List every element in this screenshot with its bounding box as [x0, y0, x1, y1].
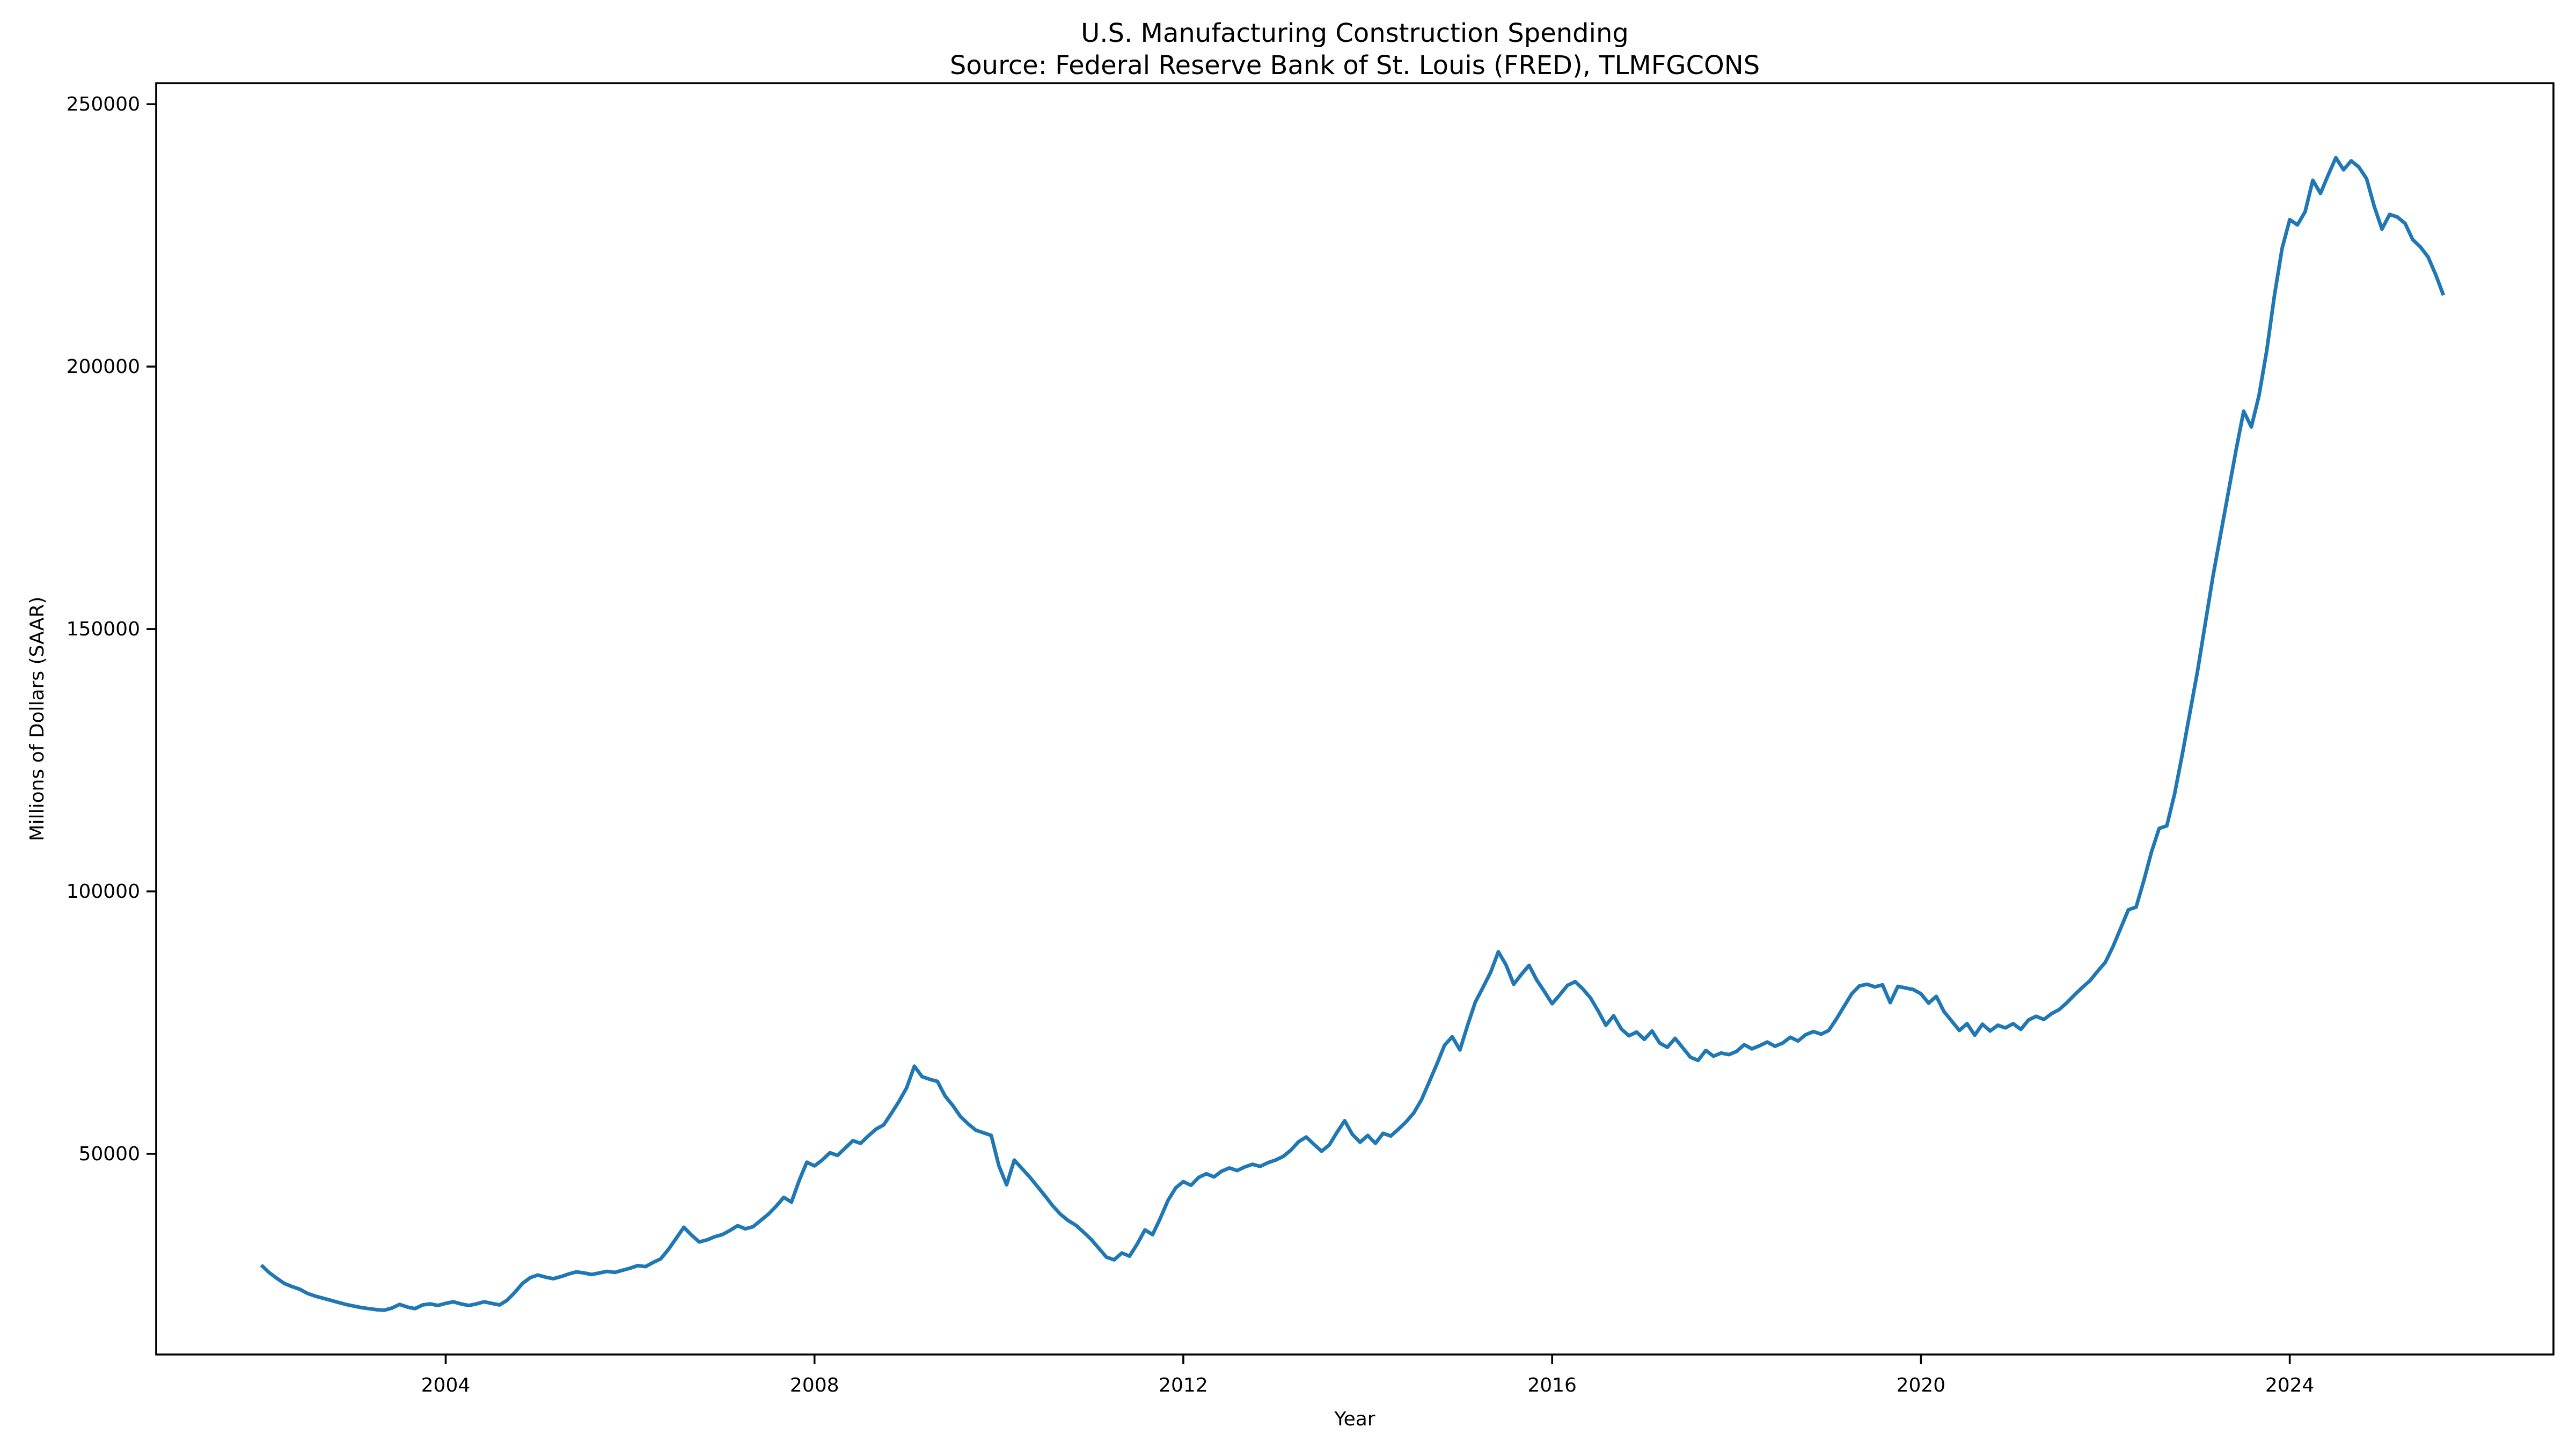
x-axis-ticks: 2004 2008 2012 2016 2020 2024 — [421, 1354, 2315, 1396]
x-axis-label: Year — [1334, 1408, 1375, 1430]
y-tick-label: 100000 — [67, 881, 140, 903]
x-tick-label: 2004 — [421, 1374, 471, 1396]
y-tick-label: 250000 — [67, 93, 140, 115]
x-tick-label: 2024 — [2265, 1374, 2315, 1396]
x-tick-label: 2012 — [1159, 1374, 1208, 1396]
data-line-tlmfgcons — [260, 156, 2446, 1312]
y-axis-ticks: 50000 100000 150000 200000 250000 — [67, 93, 156, 1165]
x-tick-label: 2016 — [1527, 1374, 1577, 1396]
y-tick-label: 50000 — [78, 1143, 140, 1165]
y-tick-label: 200000 — [67, 356, 140, 378]
x-tick-label: 2008 — [790, 1374, 839, 1396]
axes-spines — [155, 82, 2555, 1356]
chart-subtitle: Source: Federal Reserve Bank of St. Loui… — [950, 50, 1760, 80]
x-tick-label: 2020 — [1897, 1374, 1946, 1396]
y-axis-label: Millions of Dollars (SAAR) — [26, 597, 48, 841]
y-tick-label: 150000 — [67, 618, 140, 640]
chart-title: U.S. Manufacturing Construction Spending — [1081, 18, 1629, 48]
